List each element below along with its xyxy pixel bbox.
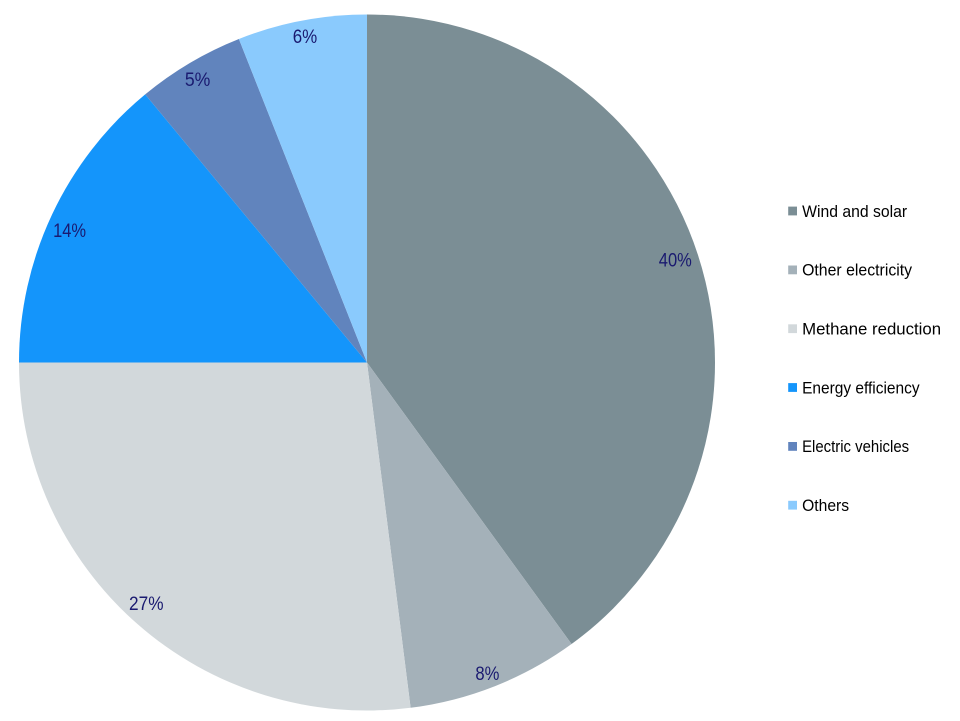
svg-text:Energy efficiency: Energy efficiency — [802, 379, 920, 397]
svg-text:Electric vehicles: Electric vehicles — [802, 438, 909, 456]
svg-text:27%: 27% — [129, 593, 164, 615]
svg-text:8%: 8% — [475, 663, 499, 685]
svg-text:5%: 5% — [185, 69, 211, 91]
svg-text:40%: 40% — [659, 249, 692, 271]
svg-text:6%: 6% — [293, 26, 318, 48]
svg-text:14%: 14% — [53, 220, 86, 242]
svg-text:Methane reduction: Methane reduction — [802, 321, 941, 339]
svg-text:Wind and solar: Wind and solar — [802, 203, 907, 221]
svg-text:Other electricity: Other electricity — [802, 262, 913, 280]
svg-text:Others: Others — [802, 497, 849, 515]
